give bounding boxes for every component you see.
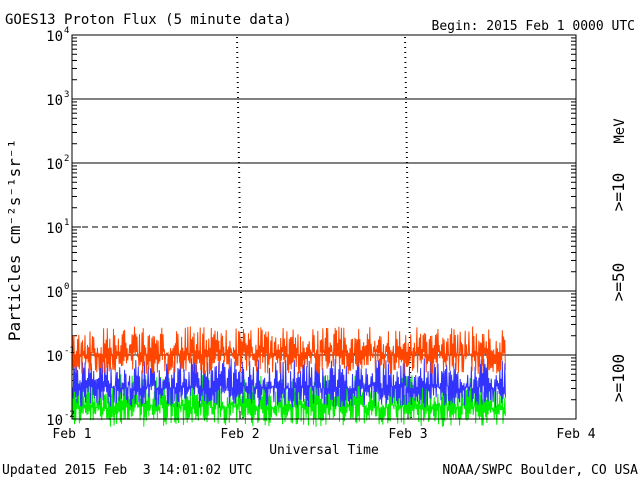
x-tick-label: Feb 4 (556, 427, 595, 442)
y-tick-label: 10 (46, 93, 63, 109)
y-tick-exponent: -1 (64, 346, 75, 356)
y-tick-label: 10 (46, 157, 63, 173)
updated-label: Updated 2015 Feb 3 14:01:02 UTC (2, 463, 252, 478)
grid-lines (71, 34, 577, 420)
source-label: NOAA/SWPC Boulder, CO USA (442, 463, 638, 478)
legend-entry-10: >=10 (609, 173, 628, 212)
begin-label: Begin: 2015 Feb 1 0000 UTC (432, 19, 636, 34)
series-line-50 (71, 358, 506, 408)
legend: MeV >=10 >=50 >=100 (609, 118, 628, 402)
y-tick-label: 10 (46, 29, 63, 45)
y-tick-exponent: -2 (64, 410, 75, 420)
chart-title: GOES13 Proton Flux (5 minute data) (5, 12, 292, 28)
y-tick-label: 10 (46, 221, 63, 237)
x-tick-label: Feb 2 (220, 427, 259, 442)
x-axis-label: Universal Time (269, 443, 379, 458)
y-tick-label: 10 (46, 413, 63, 429)
y-axis-label: Particles cm⁻²s⁻¹sr⁻¹ (5, 139, 24, 341)
series-group (71, 326, 506, 427)
y-tick-exponent: 0 (64, 282, 69, 292)
y-tick-exponent: 3 (64, 90, 69, 100)
x-tick-label: Feb 3 (388, 427, 427, 442)
y-tick-exponent: 1 (64, 218, 69, 228)
x-tick-label: Feb 1 (52, 427, 91, 442)
legend-entry-50: >=50 (609, 263, 628, 302)
y-tick-exponent: 2 (64, 154, 69, 164)
y-tick-label: 10 (46, 285, 63, 301)
y-tick-label: 10 (46, 349, 63, 365)
series-line-10 (71, 326, 506, 375)
legend-unit: MeV (612, 118, 628, 144)
legend-entry-100: >=100 (609, 354, 628, 402)
x-tick-labels: Feb 1 Feb 2 Feb 3 Feb 4 (52, 427, 595, 442)
plot-frame (71, 34, 577, 420)
series-line-100 (71, 374, 506, 427)
y-tick-exponent: 4 (64, 26, 69, 36)
